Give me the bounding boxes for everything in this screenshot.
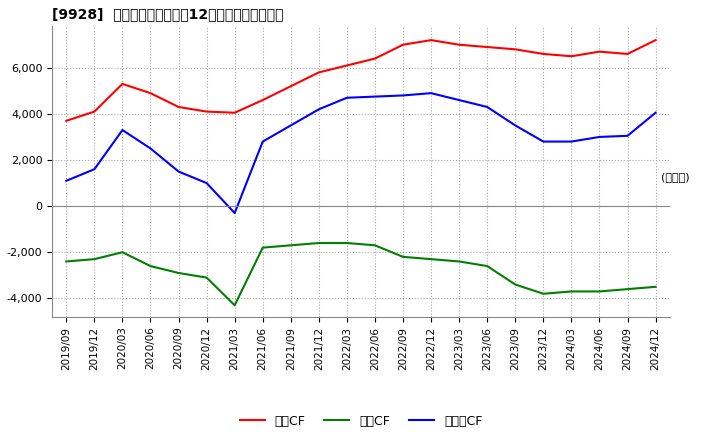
フリーCF (343, 95, 351, 100)
フリーCF (427, 91, 436, 96)
フリーCF (146, 146, 155, 151)
投賃CF (343, 240, 351, 246)
営業CF (511, 47, 520, 52)
投賃CF (258, 245, 267, 250)
投賃CF (287, 243, 295, 248)
営業CF (118, 81, 127, 87)
営業CF (287, 84, 295, 89)
営業CF (483, 44, 492, 50)
フリーCF (511, 123, 520, 128)
営業CF (62, 118, 71, 124)
営業CF (427, 37, 436, 43)
フリーCF (483, 104, 492, 110)
投賃CF (62, 259, 71, 264)
営業CF (174, 104, 183, 110)
Line: フリーCF: フリーCF (66, 93, 656, 213)
投賃CF (567, 289, 576, 294)
投賃CF (202, 275, 211, 280)
Text: [9928]  キャッシュフローの12か月移動合計の推移: [9928] キャッシュフローの12か月移動合計の推移 (53, 7, 284, 21)
フリーCF (202, 180, 211, 186)
投賃CF (624, 286, 632, 292)
投賃CF (483, 264, 492, 269)
フリーCF (567, 139, 576, 144)
投賃CF (539, 291, 548, 297)
投賃CF (90, 257, 99, 262)
フリーCF (399, 93, 408, 98)
営業CF (343, 63, 351, 68)
フリーCF (118, 128, 127, 133)
営業CF (90, 109, 99, 114)
フリーCF (62, 178, 71, 183)
フリーCF (371, 94, 379, 99)
フリーCF (595, 134, 604, 139)
営業CF (146, 91, 155, 96)
営業CF (567, 54, 576, 59)
フリーCF (652, 110, 660, 115)
投賃CF (652, 284, 660, 290)
営業CF (258, 97, 267, 103)
投賃CF (399, 254, 408, 260)
投賃CF (174, 270, 183, 275)
投賃CF (595, 289, 604, 294)
営業CF (455, 42, 464, 48)
フリーCF (455, 97, 464, 103)
Line: 営業CF: 営業CF (66, 40, 656, 121)
フリーCF (287, 123, 295, 128)
Line: 投賃CF: 投賃CF (66, 243, 656, 305)
フリーCF (230, 210, 239, 216)
営業CF (230, 110, 239, 115)
投賃CF (315, 240, 323, 246)
営業CF (539, 51, 548, 57)
営業CF (595, 49, 604, 54)
Y-axis label: (百万円): (百万円) (661, 172, 690, 182)
投賃CF (146, 264, 155, 269)
フリーCF (539, 139, 548, 144)
フリーCF (90, 167, 99, 172)
投賃CF (455, 259, 464, 264)
フリーCF (258, 139, 267, 144)
投賃CF (427, 257, 436, 262)
投賃CF (118, 249, 127, 255)
営業CF (624, 51, 632, 57)
Legend: 営業CF, 投賃CF, フリーCF: 営業CF, 投賃CF, フリーCF (235, 410, 487, 433)
投賃CF (371, 243, 379, 248)
営業CF (315, 70, 323, 75)
フリーCF (174, 169, 183, 174)
営業CF (652, 37, 660, 43)
フリーCF (624, 133, 632, 139)
フリーCF (315, 106, 323, 112)
営業CF (399, 42, 408, 48)
営業CF (371, 56, 379, 61)
投賃CF (511, 282, 520, 287)
投賃CF (230, 303, 239, 308)
営業CF (202, 109, 211, 114)
